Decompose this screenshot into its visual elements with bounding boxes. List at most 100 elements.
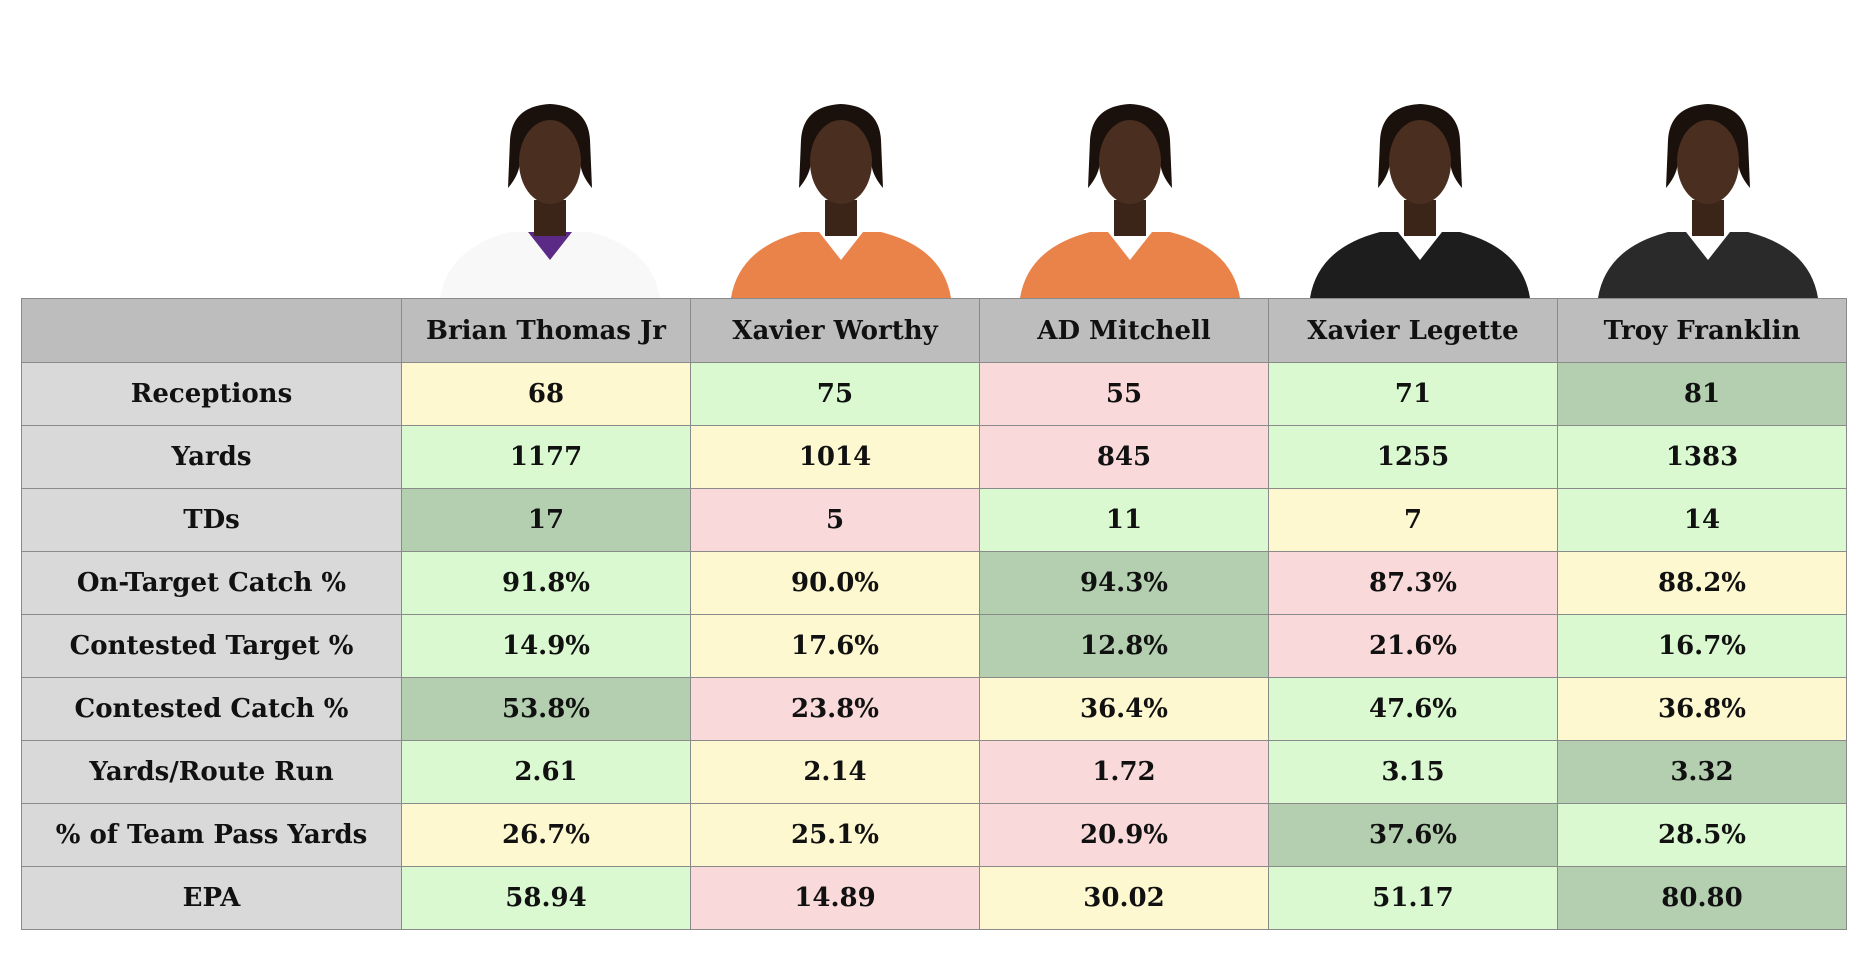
- neck-shape: [534, 200, 566, 236]
- stat-value-cell: 51.17: [1268, 866, 1558, 930]
- player-name-header: Brian Thomas Jr: [401, 298, 691, 363]
- stat-row: % of Team Pass Yards 26.7% 25.1% 20.9% 37.6%…: [21, 803, 1847, 867]
- stat-label: Yards/Route Run: [21, 740, 402, 804]
- stat-value-cell: 23.8%: [690, 677, 980, 741]
- stat-value-cell: 90.0%: [690, 551, 980, 615]
- stat-row: Contested Target % 14.9% 17.6% 12.8% 21.6% 16…: [21, 614, 1847, 678]
- headshot-illustration: [1020, 104, 1240, 298]
- stat-row: Receptions 68 75 55 71 81: [21, 362, 1847, 426]
- collar-shape: [819, 232, 863, 260]
- stat-value-cell: 36.4%: [979, 677, 1269, 741]
- stat-value-cell: 1383: [1557, 425, 1847, 489]
- stat-value-cell: 2.14: [690, 740, 980, 804]
- stat-value-cell: 11: [979, 488, 1269, 552]
- stat-value-cell: 1014: [690, 425, 980, 489]
- stat-value-cell: 14: [1557, 488, 1847, 552]
- stat-value-cell: 37.6%: [1268, 803, 1558, 867]
- player-photo: [1290, 100, 1550, 298]
- collar-shape: [1398, 232, 1442, 260]
- stat-value-cell: 30.02: [979, 866, 1269, 930]
- jersey-shape: [440, 232, 660, 298]
- stat-label: Receptions: [21, 362, 402, 426]
- stat-value-cell: 75: [690, 362, 980, 426]
- neck-shape: [1404, 200, 1436, 236]
- stat-value-cell: 71: [1268, 362, 1558, 426]
- collar-shape: [528, 232, 572, 260]
- stat-label: Yards: [21, 425, 402, 489]
- face-shape: [519, 120, 581, 204]
- stat-value-cell: 36.8%: [1557, 677, 1847, 741]
- stat-value-cell: 1255: [1268, 425, 1558, 489]
- stat-value-cell: 88.2%: [1557, 551, 1847, 615]
- stats-comparison-table: Brian Thomas Jr Xavier Worthy AD Mitchel…: [21, 298, 1847, 930]
- player-photos-row: [0, 0, 1868, 298]
- headshot-illustration: [1598, 104, 1818, 298]
- stat-value-cell: 68: [401, 362, 691, 426]
- face-shape: [810, 120, 872, 204]
- collar-shape: [1108, 232, 1152, 260]
- stat-label: Contested Target %: [21, 614, 402, 678]
- stat-label: TDs: [21, 488, 402, 552]
- stat-value-cell: 21.6%: [1268, 614, 1558, 678]
- player-photo: [1578, 100, 1838, 298]
- stat-value-cell: 80.80: [1557, 866, 1847, 930]
- face-shape: [1099, 120, 1161, 204]
- stat-value-cell: 14.89: [690, 866, 980, 930]
- stat-label: % of Team Pass Yards: [21, 803, 402, 867]
- player-name-header: Troy Franklin: [1557, 298, 1847, 363]
- stat-value-cell: 55: [979, 362, 1269, 426]
- player-name-header: AD Mitchell: [979, 298, 1269, 363]
- stat-value-cell: 845: [979, 425, 1269, 489]
- stat-value-cell: 47.6%: [1268, 677, 1558, 741]
- player-name-header: Xavier Worthy: [690, 298, 980, 363]
- headshot-illustration: [731, 104, 951, 298]
- player-name-header: Xavier Legette: [1268, 298, 1558, 363]
- stat-value-cell: 5: [690, 488, 980, 552]
- jersey-shape: [731, 232, 951, 298]
- stat-value-cell: 1.72: [979, 740, 1269, 804]
- stat-value-cell: 3.32: [1557, 740, 1847, 804]
- face-shape: [1389, 120, 1451, 204]
- player-photo: [711, 100, 971, 298]
- stat-value-cell: 87.3%: [1268, 551, 1558, 615]
- headshot-illustration: [440, 104, 660, 298]
- stat-row: TDs 17 5 11 7 14: [21, 488, 1847, 552]
- stat-value-cell: 91.8%: [401, 551, 691, 615]
- stat-label: EPA: [21, 866, 402, 930]
- neck-shape: [1692, 200, 1724, 236]
- headshot-illustration: [1310, 104, 1530, 298]
- stat-value-cell: 94.3%: [979, 551, 1269, 615]
- jersey-shape: [1598, 232, 1818, 298]
- stat-row: Yards/Route Run 2.61 2.14 1.72 3.15 3.32: [21, 740, 1847, 804]
- player-photo: [420, 100, 680, 298]
- stat-row: Yards 1177 1014 845 1255 1383: [21, 425, 1847, 489]
- collar-shape: [1686, 232, 1730, 260]
- corner-cell: [21, 298, 402, 363]
- stat-value-cell: 20.9%: [979, 803, 1269, 867]
- header-row: Brian Thomas Jr Xavier Worthy AD Mitchel…: [21, 298, 1847, 363]
- stat-row: On-Target Catch % 91.8% 90.0% 94.3% 87.3% 88.…: [21, 551, 1847, 615]
- stat-value-cell: 3.15: [1268, 740, 1558, 804]
- stat-value-cell: 12.8%: [979, 614, 1269, 678]
- stat-value-cell: 17.6%: [690, 614, 980, 678]
- stat-value-cell: 7: [1268, 488, 1558, 552]
- player-photo: [1000, 100, 1260, 298]
- stat-label: Contested Catch %: [21, 677, 402, 741]
- stat-value-cell: 53.8%: [401, 677, 691, 741]
- stat-value-cell: 25.1%: [690, 803, 980, 867]
- stat-value-cell: 14.9%: [401, 614, 691, 678]
- stat-value-cell: 17: [401, 488, 691, 552]
- stat-value-cell: 28.5%: [1557, 803, 1847, 867]
- stat-value-cell: 26.7%: [401, 803, 691, 867]
- stat-value-cell: 16.7%: [1557, 614, 1847, 678]
- neck-shape: [1114, 200, 1146, 236]
- face-shape: [1677, 120, 1739, 204]
- stat-value-cell: 1177: [401, 425, 691, 489]
- stat-value-cell: 2.61: [401, 740, 691, 804]
- jersey-shape: [1020, 232, 1240, 298]
- stat-label: On-Target Catch %: [21, 551, 402, 615]
- stat-value-cell: 58.94: [401, 866, 691, 930]
- stat-value-cell: 81: [1557, 362, 1847, 426]
- jersey-shape: [1310, 232, 1530, 298]
- neck-shape: [825, 200, 857, 236]
